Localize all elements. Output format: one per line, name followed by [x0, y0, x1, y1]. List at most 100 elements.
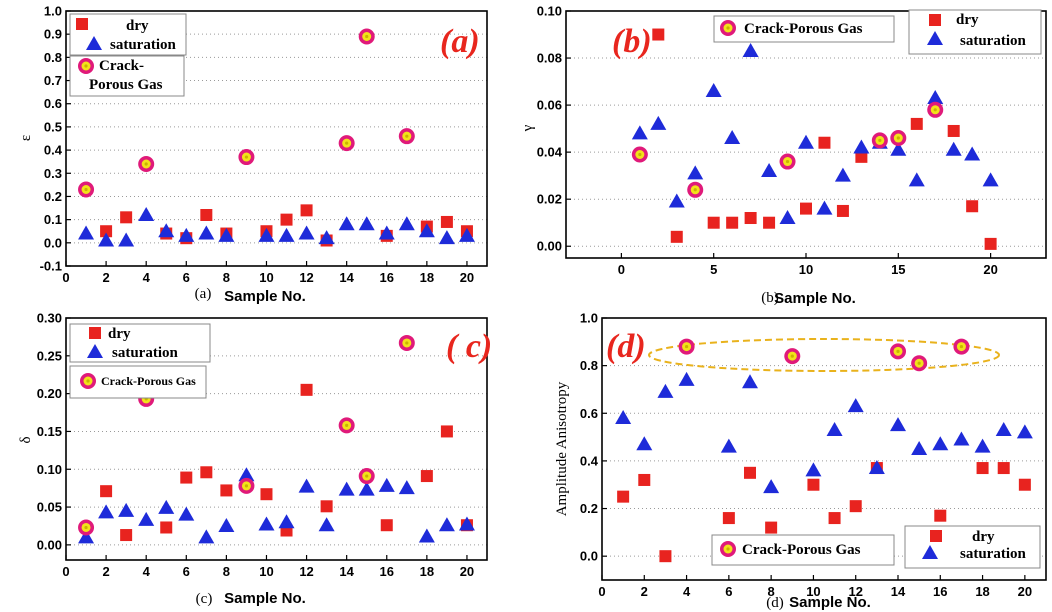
crack-porous-gas-point — [779, 153, 796, 170]
crack-porous-gas-point-dot — [896, 349, 900, 353]
x-tick-label: 2 — [641, 584, 648, 599]
crack-porous-gas-point-dot — [896, 136, 900, 140]
saturation-point — [198, 225, 215, 240]
x-tick-label: 16 — [933, 584, 947, 599]
dry-point — [976, 462, 989, 475]
saturation-point — [705, 82, 722, 97]
legend-dry: dry — [76, 18, 149, 34]
legend-crack-label: Crack-Porous Gas — [742, 542, 861, 558]
y-tick-label: 0.1 — [44, 212, 62, 227]
dry-point — [120, 529, 133, 542]
saturation-point — [953, 431, 970, 446]
crack-porous-gas-point — [687, 181, 704, 198]
legend-crack-marker-dot — [726, 547, 730, 551]
series-crack-porous-gas — [78, 28, 415, 198]
crack-porous-gas-point-dot — [365, 34, 369, 39]
crack-porous-gas-point-dot — [345, 141, 349, 145]
legend-crack: Crack-Porous Gas — [720, 541, 861, 558]
x-tick-label: 14 — [891, 584, 906, 599]
y-tick-label: 0.02 — [537, 192, 562, 207]
crack-porous-gas-point-dot — [244, 484, 249, 488]
saturation-point — [890, 141, 907, 156]
series-crack-porous-gas — [631, 101, 944, 198]
saturation-point — [358, 216, 375, 231]
y-tick-label: 0.04 — [537, 145, 563, 160]
saturation-point — [118, 232, 135, 247]
saturation-point — [178, 506, 195, 521]
saturation-point — [298, 225, 315, 240]
saturation-point — [678, 371, 695, 386]
crack-porous-gas-point — [78, 519, 95, 536]
crack-porous-gas-point — [911, 355, 928, 372]
saturation-point — [138, 207, 155, 221]
legend-dry-marker — [89, 327, 101, 339]
saturation-point — [964, 146, 981, 161]
panel-c: 0.00 0.05 0.10 0.15 0.20 0.25 0.30 0 2 4 6 8 10 12 14 1… — [18, 311, 492, 608]
legend-saturation-marker — [86, 36, 102, 50]
panel-caption: (c) — [196, 591, 213, 607]
saturation-point — [218, 227, 235, 242]
dry-point — [947, 124, 960, 137]
legend-saturation-label: saturation — [960, 33, 1026, 49]
legend-box — [713, 15, 895, 43]
saturation-point — [657, 383, 674, 398]
dry-point — [910, 117, 923, 130]
panel-letter: (d) — [606, 328, 646, 365]
legend-dry: dry — [930, 529, 995, 545]
x-tick-label: 16 — [380, 270, 394, 285]
x-tick-label: 20 — [460, 564, 474, 579]
saturation-point — [338, 216, 355, 231]
dry-point — [100, 485, 113, 498]
y-tick-label: 0.8 — [44, 50, 62, 65]
saturation-point — [238, 467, 255, 482]
dry-point — [420, 470, 433, 483]
crack-porous-gas-point — [138, 156, 155, 172]
saturation-point — [458, 227, 475, 242]
legend-dry: dry — [89, 326, 131, 342]
crack-porous-gas-point — [78, 181, 95, 198]
panel-a: -0.1 0.0 0.1 0.2 0.3 0.4 0.5 0.6 0.7 0.8 0.9 1.0 0 2 4… — [18, 4, 488, 305]
crack-porous-gas-point — [953, 338, 970, 355]
crack-porous-gas-point — [890, 343, 906, 360]
legend-dry-marker — [76, 18, 88, 30]
dry-point — [200, 209, 213, 221]
saturation-point — [908, 172, 925, 187]
y-tick-label: 1.0 — [44, 4, 62, 19]
saturation-point — [995, 421, 1012, 436]
saturation-point — [890, 417, 906, 432]
y-tick-label: 0.30 — [37, 311, 62, 326]
crack-porous-gas-point — [631, 146, 648, 163]
crack-porous-gas-point — [927, 101, 944, 118]
dry-point — [670, 230, 683, 243]
x-tick-label: 12 — [299, 270, 313, 285]
saturation-point — [720, 438, 737, 453]
y-tick-label: 0.4 — [44, 143, 63, 158]
x-tick-label: 20 — [983, 262, 997, 277]
legend-saturation-label: saturation — [960, 546, 1026, 562]
saturation-point — [668, 193, 685, 208]
crack-porous-gas-point-dot — [684, 344, 689, 349]
saturation-point — [398, 216, 415, 231]
dry-point — [707, 216, 720, 229]
dry-point — [440, 215, 453, 228]
legend-box — [904, 525, 1041, 569]
legend-line: Crack- — [99, 58, 144, 74]
dry-point — [659, 550, 672, 563]
panel-caption: (d) — [766, 595, 784, 611]
dry-point — [617, 490, 630, 503]
x-tick-label: 4 — [143, 270, 151, 285]
legend-crack: Crack-Porous Gas — [78, 58, 163, 93]
x-tick-label: 8 — [768, 584, 775, 599]
y-tick-label: 0.9 — [44, 27, 62, 42]
dry-point — [836, 204, 849, 217]
saturation-point — [615, 410, 632, 425]
dry-point — [638, 473, 651, 486]
x-tick-label: 18 — [975, 584, 989, 599]
plot-frame — [65, 10, 488, 267]
series-saturation — [78, 467, 475, 544]
dry-point — [744, 466, 756, 479]
legend-dry-label: dry — [972, 529, 995, 545]
saturation-point — [258, 227, 275, 242]
x-tick-label: 6 — [183, 564, 190, 579]
